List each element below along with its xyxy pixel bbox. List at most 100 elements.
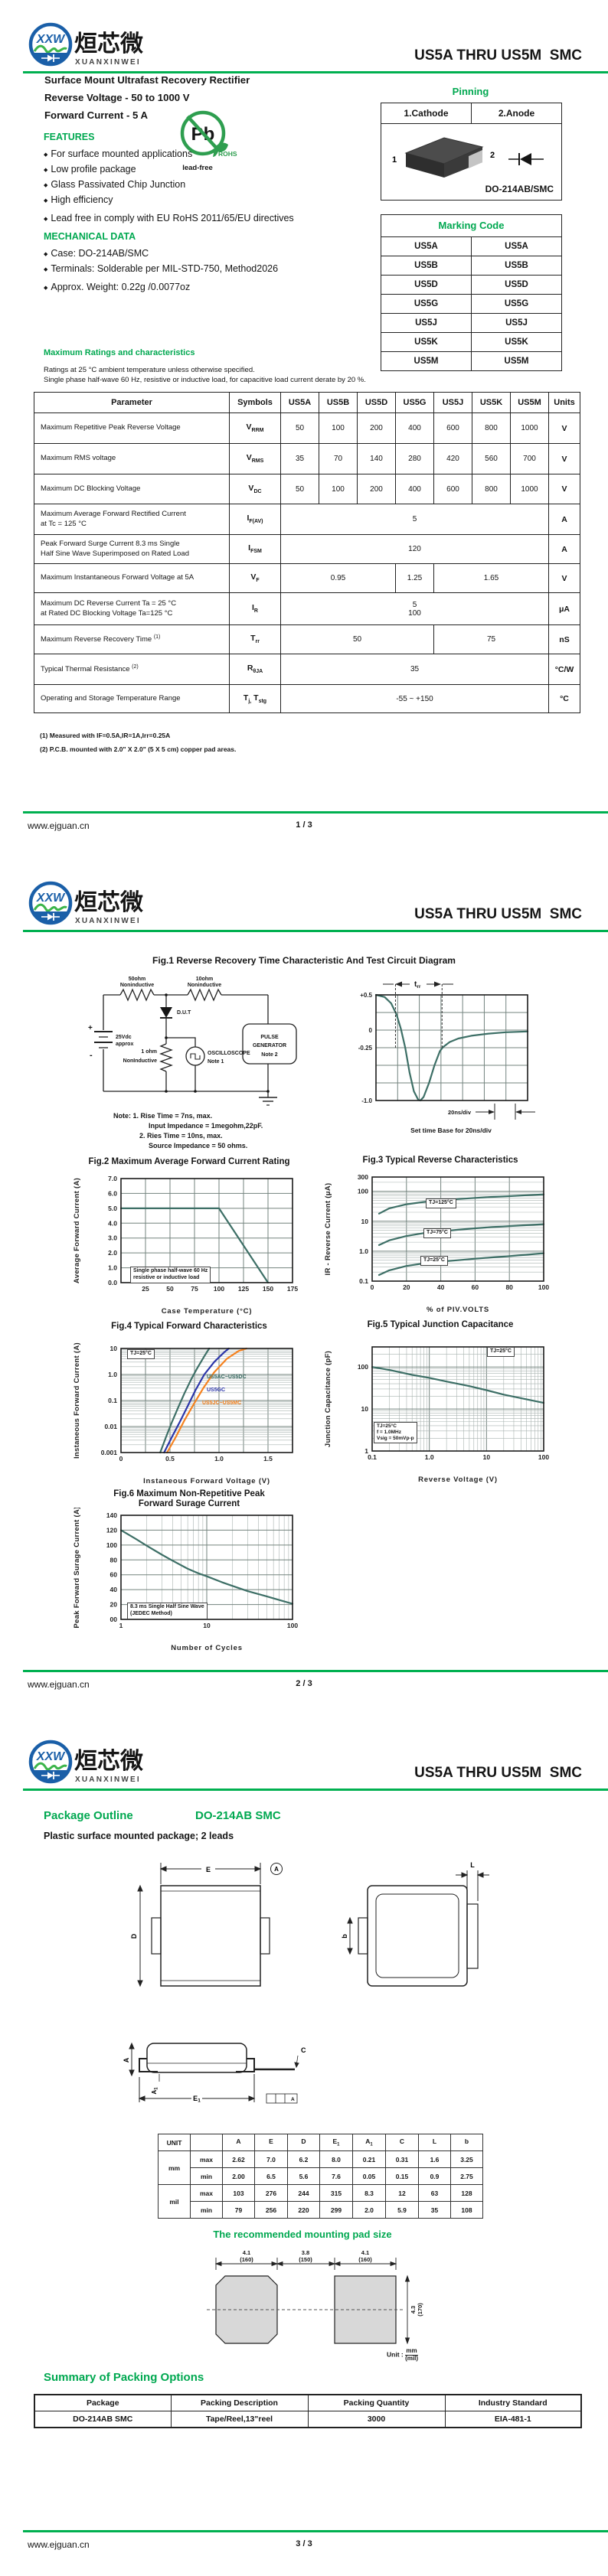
page-number: 2 / 3 [296, 1679, 312, 1688]
fig6-jedec-note: 8.3 ms Single Half Sine Wave (JEDEC Metho… [127, 1603, 208, 1619]
fig4-series3-label: US5JC~US5MC [202, 1400, 242, 1406]
marking-cell: US5D [381, 276, 472, 294]
svg-text:Case Temperature (°C): Case Temperature (°C) [162, 1307, 253, 1316]
fig1-notes: Note: 1. Rise Time = 7ns, max. Input Imp… [113, 1112, 263, 1150]
fig6-chart: 1 10 100 140 120 100 80 60 40 20 00 Number of Cycle… [73, 1508, 298, 1652]
ratings-header-row: Parameter Symbols US5A US5B US5D US5G US5J U… [34, 392, 580, 413]
svg-text:0.1: 0.1 [368, 1453, 377, 1461]
table-row: Typical Thermal Resistance (2) RθJA 35 °… [34, 654, 580, 685]
svg-text:40: 40 [437, 1283, 445, 1291]
pulse-label: PULSE [260, 1035, 279, 1040]
svg-text:60: 60 [110, 1571, 118, 1579]
pinning-heading: Pinning [452, 86, 489, 97]
svg-text:10: 10 [361, 1405, 369, 1413]
svg-text:10: 10 [483, 1453, 491, 1461]
footer-url[interactable]: www.ejguan.cn [28, 2539, 90, 2550]
svg-text:25: 25 [142, 1285, 149, 1293]
svg-text:60: 60 [472, 1283, 479, 1291]
logo-text: XXW [36, 33, 66, 46]
svg-text:0: 0 [369, 1027, 373, 1034]
fig6-title-line1: Fig.6 Maximum Non-Repetitive Peak [113, 1489, 265, 1498]
svg-text:0.1: 0.1 [359, 1277, 368, 1285]
diode-symbol-icon [508, 153, 544, 165]
svg-text:Instaneous Forward Current (A): Instaneous Forward Current (A) [73, 1342, 81, 1459]
packing-data-row: DO-214AB SMC Tape/Reel,13"reel 3000 EIA-48… [34, 2411, 582, 2428]
oscilloscope-label: OSCILLOSCOPE [208, 1051, 250, 1056]
svg-text:Reverse Voltage (V): Reverse Voltage (V) [418, 1475, 498, 1484]
dim-row-mil-max: mil max 103 276 244 315 8.3 12 63 128 [158, 2184, 483, 2219]
svg-text:100: 100 [358, 1188, 368, 1195]
pinning-table: 1.Cathode 2.Anode 1 2 DO-214AB/SMC [381, 103, 562, 201]
ratings-table: Parameter Symbols US5A US5B US5D US5G US5J U… [34, 392, 580, 713]
dim-E-label: E [206, 1866, 211, 1873]
pad-unit-note: Unit : mm (mil) [387, 2347, 418, 2362]
generator-note: Note 2 [261, 1052, 278, 1058]
forward-current-line: Forward Current - 5 A [44, 109, 149, 121]
table-row: Peak Forward Surge Current 8.3 ms Single… [34, 534, 580, 564]
marking-cell: US5G [381, 295, 472, 313]
fig3-title: Fig.3 Typical Reverse Characteristics [362, 1156, 518, 1165]
svg-text:0.1: 0.1 [108, 1397, 117, 1404]
svg-text:IR - Reverse Current (μA): IR - Reverse Current (μA) [324, 1182, 332, 1275]
svg-text:7.0: 7.0 [108, 1175, 117, 1182]
footer-url[interactable]: www.ejguan.cn [28, 1679, 90, 1690]
resistor3-value: 1 ohm [141, 1049, 157, 1055]
header-divider [23, 1789, 608, 1791]
ratings-heading: Maximum Ratings and characteristics [44, 348, 195, 357]
svg-text:1.0: 1.0 [425, 1453, 434, 1461]
product-title: Surface Mount Ultrafast Recovery Rectifi… [44, 74, 250, 86]
fig4-tj-label: TJ=25°C [127, 1349, 155, 1359]
svg-text:100: 100 [538, 1453, 549, 1461]
footer-divider [23, 1670, 608, 1672]
fig3-tj75-label: TJ=75°C [423, 1228, 451, 1238]
pad-dim3-mil: (160) [358, 2256, 372, 2263]
footer-url[interactable]: www.ejguan.cn [28, 820, 90, 831]
fig6-title-line2: Forward Surage Current [138, 1499, 240, 1508]
package-type-heading: DO-214AB SMC [195, 1809, 281, 1822]
dim-row-mm-max: mm max 2.62 7.0 6.2 8.0 0.21 0.31 1.6 3.25 [158, 2150, 483, 2185]
marking-cell: US5B [381, 256, 472, 275]
mounting-pad-heading: The recommended mounting pad size [213, 2229, 392, 2240]
logo-wave-icon [33, 44, 67, 54]
mechanical-data-heading: MECHANICAL DATA [44, 231, 136, 242]
fig3-tj125-label: TJ=125°C [426, 1198, 456, 1208]
svg-text:% of PIV.VOLTS: % of PIV.VOLTS [427, 1306, 489, 1314]
svg-text:125: 125 [238, 1285, 249, 1293]
table-row: Maximum RMS voltage VRMS 35 70 140 280 420… [34, 443, 580, 474]
svg-text:0.5: 0.5 [165, 1455, 175, 1462]
dim-header-row: UNIT A E D E1 A1 C L b [158, 2134, 483, 2151]
fig2-load-note: Single phase half-wave 60 Hz resistive or… [130, 1267, 211, 1283]
resistor2-value: 10ohm [196, 977, 214, 982]
resistor2-type: Noninductive [188, 983, 221, 988]
svg-text:Instaneous Forward Voltage (V): Instaneous Forward Voltage (V) [143, 1477, 270, 1485]
marking-cell: US5B [505, 261, 528, 270]
marking-cell: US5K [381, 333, 472, 351]
pin2-cell: 2.Anode [498, 108, 535, 119]
fig1-waveform-chart: +0.5 0 -0.25 -1.0 [358, 984, 529, 1104]
svg-text:1: 1 [364, 1447, 368, 1455]
svg-text:0.01: 0.01 [104, 1423, 117, 1430]
svg-text:1.0: 1.0 [108, 1371, 117, 1378]
resistor1-value: 50ohm [129, 977, 146, 982]
pad-dim2: 3.8 [302, 2249, 309, 2256]
svg-text:4.0: 4.0 [108, 1219, 117, 1227]
svg-text:100: 100 [358, 1363, 368, 1371]
svg-text:150: 150 [263, 1285, 273, 1293]
company-logo: XXW 烜芯微 XUANXINWEI [28, 22, 143, 67]
svg-text:5.0: 5.0 [108, 1205, 117, 1212]
svg-text:Peak Forward Surage Current (A: Peak Forward Surage Current (A) [73, 1508, 81, 1629]
features-heading: FEATURES [44, 132, 95, 142]
svg-text:Number of Cycles: Number of Cycles [171, 1644, 243, 1652]
fig5-conditions-note: TJ=25°C f = 1.0MHz Vsig = 50mVp-p [374, 1422, 417, 1444]
marking-cell: US5M [381, 352, 472, 370]
fig5-title: Fig.5 Typical Junction Capacitance [367, 1320, 514, 1329]
pad-dim4-mil: (170) [417, 2303, 423, 2317]
svg-text:100: 100 [106, 1541, 117, 1549]
feature-item: Low profile package [44, 164, 136, 174]
svg-text:20: 20 [110, 1601, 118, 1609]
feature-item: Glass Passivated Chip Junction [44, 179, 185, 190]
fig5-chart: 0.1 1.0 10 100 100 10 1 Reverse Voltage (V) Junc… [324, 1346, 549, 1484]
table-row: Maximum Repetitive Peak Reverse Voltage … [34, 412, 580, 444]
dim-b-label: b [341, 1934, 348, 1939]
company-logo: XXW 烜芯微 XUANXINWEI [28, 881, 143, 925]
